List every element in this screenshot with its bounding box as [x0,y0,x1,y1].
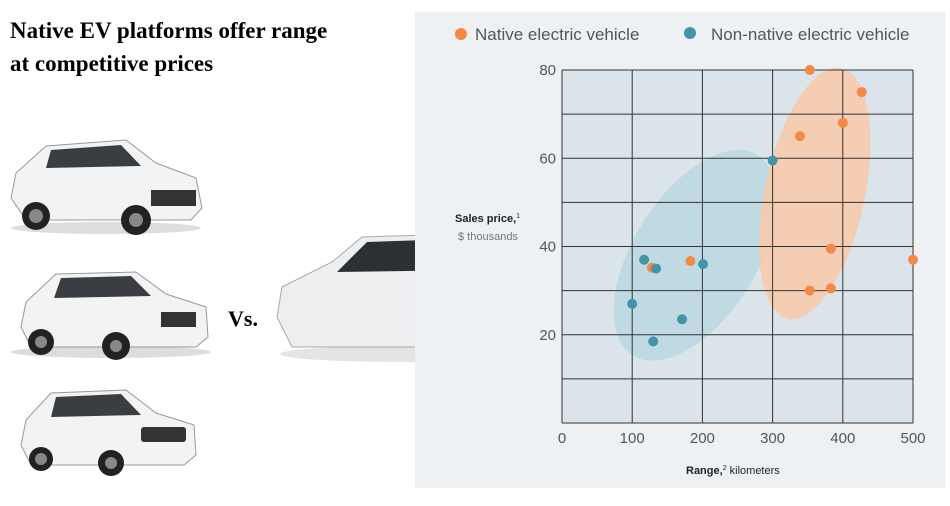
bmw-suv-image [11,271,211,360]
headline: Native EV platforms offer range at compe… [10,14,410,80]
x-tick-label: 0 [558,430,566,447]
native-point [804,285,815,296]
y-axis-unit: $ thousands [458,231,518,243]
x-tick-label: 300 [760,430,785,447]
non-native-point [767,155,778,166]
native-point [794,131,805,142]
native-point [825,243,836,254]
non-native-point [648,336,659,347]
native-point [685,256,696,267]
legend-native-marker [455,28,467,40]
x-tick-label: 100 [620,430,645,447]
legend-native-label: Native electric vehicle [475,25,639,44]
x-tick-label: 400 [830,430,855,447]
non-native-point [627,298,638,309]
mercedes-suv-image [20,389,197,476]
y-tick-label: 60 [539,150,556,167]
x-tick-label: 500 [900,430,925,447]
y-tick-label: 20 [539,327,556,344]
y-axis-label: Sales price,1 [455,213,520,225]
native-point [837,117,848,128]
legend-non-native-label: Non-native electric vehicle [711,25,909,44]
native-point [825,283,836,294]
x-axis-label: Range,2 kilometers [686,465,780,477]
non-native-point [677,314,688,325]
non-native-point [651,263,662,274]
headline-line-1: Native EV platforms offer range [10,18,328,43]
legend-non-native-marker [684,27,696,39]
native-point [908,254,918,265]
non-native-point [639,254,650,265]
native-point [804,65,815,75]
y-tick-label: 80 [539,62,556,79]
native-point [856,87,867,98]
non-native-point [698,259,709,270]
vs-label: Vs. [228,306,258,331]
x-tick-label: 200 [690,430,715,447]
audi-suv-image [10,139,203,235]
y-tick-label: 40 [539,239,556,256]
headline-line-2: at competitive prices [10,51,214,76]
